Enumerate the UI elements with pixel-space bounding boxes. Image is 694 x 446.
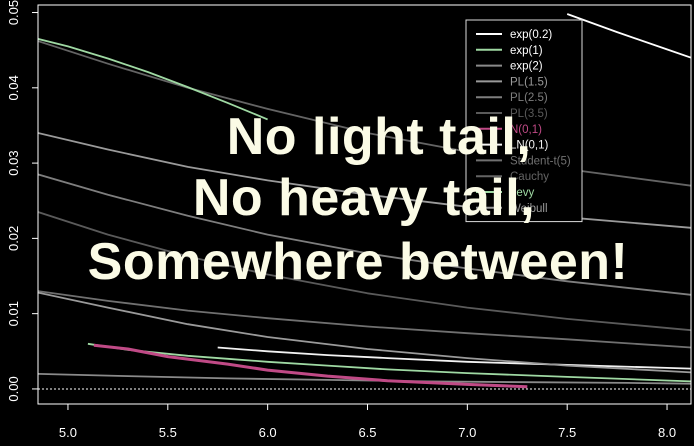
axes-layer: 5.0 5.5 6.0 6.5 7.0 7.5 8.0 0.00 0.01 0.02 0.03 0.0… [6, 0, 692, 440]
overlay-line-2: No heavy tail, [193, 169, 535, 227]
overlay-line-3: Somewhere between! [88, 233, 629, 291]
series-line-pl-3-5 [38, 211, 691, 332]
series-line-student-t-5 [38, 290, 691, 349]
x-tick-label: 5.5 [159, 425, 177, 440]
plot-frame [37, 4, 692, 405]
y-tick-label: 0.01 [6, 301, 21, 326]
x-tick-label: 6.0 [259, 425, 277, 440]
overlay-line-1: No light tail, [227, 108, 532, 166]
x-tick-label: 6.5 [358, 425, 376, 440]
legend-label: LN(0,1) [510, 140, 549, 152]
legend-label: PL(1.5) [510, 76, 548, 88]
x-tick-label: 7.5 [558, 425, 576, 440]
legend-label: exp(0.2) [510, 29, 552, 41]
legend-box [465, 19, 583, 223]
legend-label: Levy [510, 187, 535, 199]
legend-label: PL(3.5) [510, 108, 548, 120]
overlay-caption: No light tail, No heavy tail, Somewhere … [88, 108, 629, 291]
y-tick-label: 0.03 [6, 150, 21, 175]
x-tick-label: 8.0 [658, 425, 676, 440]
legend: exp(0.2) exp(1) exp(2) PL(1.5) PL(2.5) PL(3.5… [465, 19, 583, 223]
x-tick-label: 5.0 [59, 425, 77, 440]
y-tick-label: 0.04 [6, 75, 21, 100]
y-tick-label: 0.00 [6, 376, 21, 401]
y-tick-label: 0.02 [6, 226, 21, 251]
series-line-pl-2-5 [38, 173, 691, 296]
legend-label: exp(1) [510, 45, 543, 57]
series-line-exp-0-2 [566, 13, 691, 59]
legend-label: Cauchy [510, 171, 549, 183]
legend-label: Weibull [510, 203, 548, 215]
legend-label: Student-t(5) [510, 155, 571, 167]
series-line-weibull [38, 291, 691, 374]
series-line-ln-0-1 [217, 346, 691, 370]
y-tick-label: 0.05 [6, 0, 21, 25]
series-line-exp-1 [87, 342, 691, 383]
legend-label: exp(2) [510, 61, 543, 73]
legend-label: N(0,1) [510, 124, 542, 136]
legend-label: PL(2.5) [510, 92, 548, 104]
series-line-n-0-1 [93, 343, 528, 389]
x-tick-label: 7.0 [458, 425, 476, 440]
series-line-levy [38, 38, 268, 121]
